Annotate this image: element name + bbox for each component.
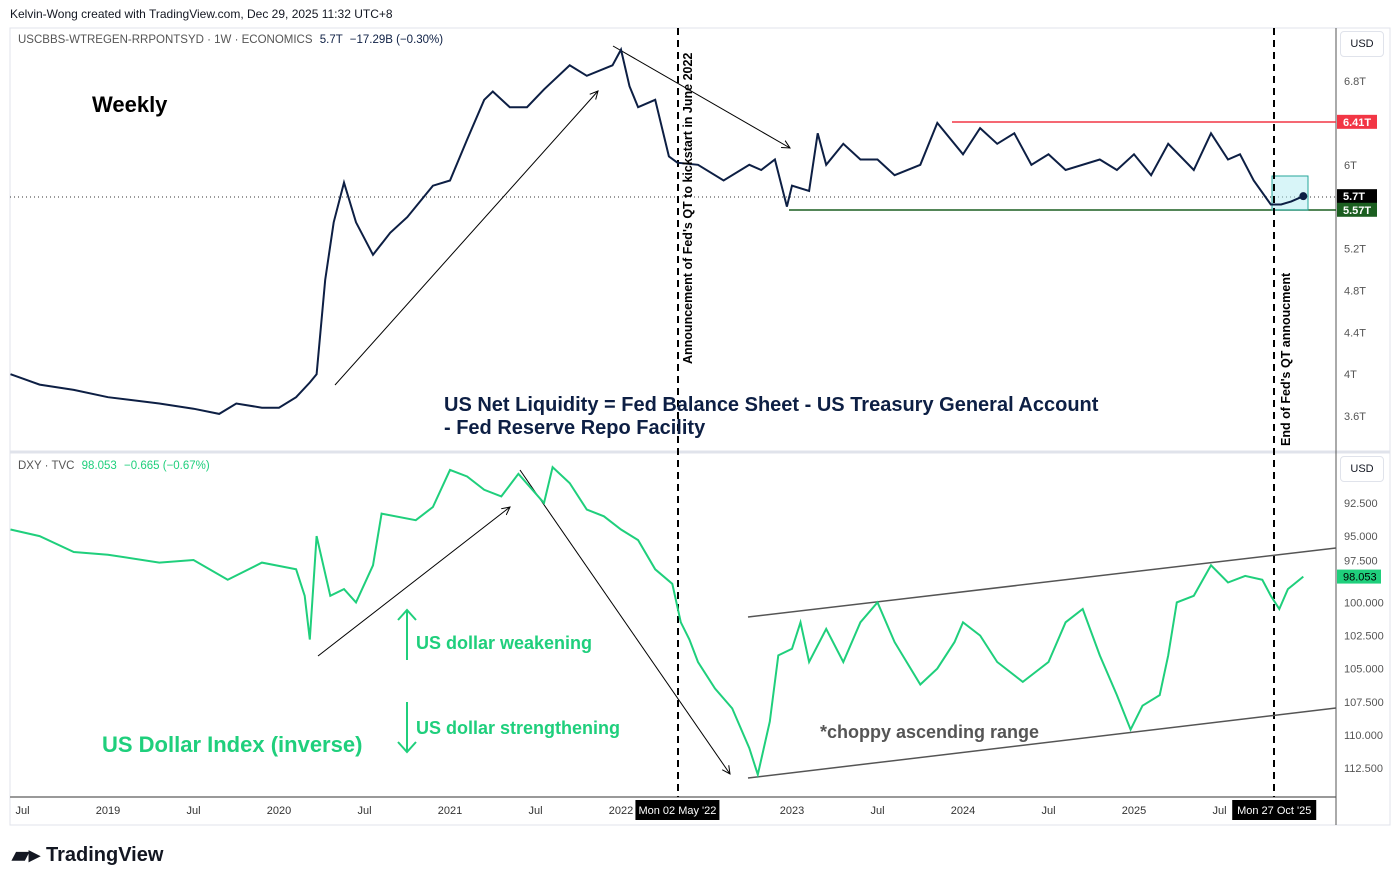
price-label-bg <box>1337 114 1377 129</box>
qt-start-label: Announcement of Fed's QT to kickstart in… <box>681 53 695 364</box>
price-label: 6.41T <box>1343 117 1371 129</box>
y-tick-label: 102.500 <box>1344 631 1384 643</box>
formula-text: US Net Liquidity = Fed Balance Sheet - U… <box>444 394 1099 416</box>
y-tick-label: 6T <box>1344 160 1357 172</box>
down-arrow-icon <box>397 702 417 754</box>
x-tick-label: 2024 <box>951 805 975 817</box>
x-tick-label: Jul <box>357 805 371 817</box>
tv-logo-icon: ▰▸ <box>12 842 40 867</box>
x-tick-label: 2019 <box>96 805 120 817</box>
x-tick-label: 2023 <box>780 805 804 817</box>
price-label: 5.57T <box>1343 205 1371 217</box>
price-label-bg <box>1337 189 1377 204</box>
y-tick-label: 95.000 <box>1344 531 1378 543</box>
change-value: −17.29B (−0.30%) <box>349 34 444 46</box>
trend-arrow <box>317 507 510 657</box>
x-tick-label: 2020 <box>267 805 291 817</box>
dxy-title: US Dollar Index (inverse) <box>102 732 362 757</box>
x-tick-label: Jul <box>870 805 884 817</box>
crosshair-date-label: Mon 27 Oct '25 <box>1237 805 1311 817</box>
y-tick-label: 4.4T <box>1344 327 1366 339</box>
brand-name: TradingView <box>45 843 164 866</box>
y-tick-label: 100.000 <box>1344 597 1384 609</box>
trend-arrow <box>612 45 790 148</box>
x-tick-label: Jul <box>528 805 542 817</box>
x-tick-label: Jul <box>15 805 29 817</box>
y-tick-label: 6.8T <box>1344 76 1366 88</box>
trend-arrow <box>519 469 730 774</box>
crosshair-date-label: Mon 02 May '22 <box>638 805 716 817</box>
chart-credit: Kelvin-Wong created with TradingView.com… <box>10 7 393 21</box>
y-tick-label: 3.6T <box>1344 411 1366 423</box>
y-tick-label: 105.000 <box>1344 664 1384 676</box>
tradingview-logo[interactable]: ▰▸ TradingView <box>12 842 163 868</box>
price-label: 5.7T <box>1343 191 1365 203</box>
y-tick-label: 92.500 <box>1344 498 1378 510</box>
y-tick-label: 4T <box>1344 369 1357 381</box>
last-value: 5.7T <box>319 34 343 46</box>
channel-upper <box>747 547 1337 618</box>
timeframe-label: Weekly <box>92 92 168 117</box>
y-tick-label: 5.2T <box>1344 244 1366 256</box>
x-tick-label: 2022 <box>609 805 633 817</box>
qt-end-label: End of Fed's QT annoucment <box>1279 272 1293 446</box>
range-label: *choppy ascending range <box>820 722 1039 742</box>
dxy-line[interactable] <box>10 465 1304 779</box>
channel-lower <box>747 707 1337 779</box>
y-tick-label: 97.500 <box>1344 556 1378 568</box>
change-value: −0.665 (−0.67%) <box>124 460 210 472</box>
x-tick-label: Jul <box>1041 805 1055 817</box>
currency-button[interactable]: USD <box>1340 456 1384 482</box>
trend-arrow <box>334 91 598 386</box>
strengthening-label: US dollar strengthening <box>416 718 620 738</box>
x-tick-label: 2021 <box>438 805 462 817</box>
y-tick-label: 4.8T <box>1344 285 1366 297</box>
last-value: 98.053 <box>81 460 117 472</box>
x-tick-label: 2025 <box>1122 805 1146 817</box>
price-label-bg <box>1337 202 1377 217</box>
top-legend[interactable]: USCBBS-WTREGEN-RRPONTSYD · 1W · ECONOMIC… <box>18 34 443 46</box>
x-tick-label: Jul <box>186 805 200 817</box>
formula-text: - Fed Reserve Repo Facility <box>444 417 706 439</box>
price-label-bg <box>1337 569 1381 584</box>
currency-button[interactable]: USD <box>1340 31 1384 57</box>
price-label: 98.053 <box>1343 572 1377 584</box>
weakening-label: US dollar weakening <box>416 633 592 653</box>
symbol-name: USCBBS-WTREGEN-RRPONTSYD · 1W · ECONOMIC… <box>18 34 313 46</box>
x-tick-label: Jul <box>1212 805 1226 817</box>
up-arrow-icon <box>397 608 417 660</box>
y-tick-label: 112.500 <box>1344 763 1383 775</box>
last-point <box>1299 192 1308 201</box>
y-tick-label: 107.500 <box>1344 697 1384 709</box>
crosshair-date-bg <box>635 800 720 820</box>
net-liquidity-line[interactable] <box>10 46 1304 415</box>
bottom-legend[interactable]: DXY · TVC 98.053 −0.665 (−0.67%) <box>18 460 210 472</box>
crosshair-date-bg <box>1232 800 1317 820</box>
symbol-name: DXY · TVC <box>18 460 75 472</box>
y-tick-label: 110.000 <box>1344 730 1383 742</box>
